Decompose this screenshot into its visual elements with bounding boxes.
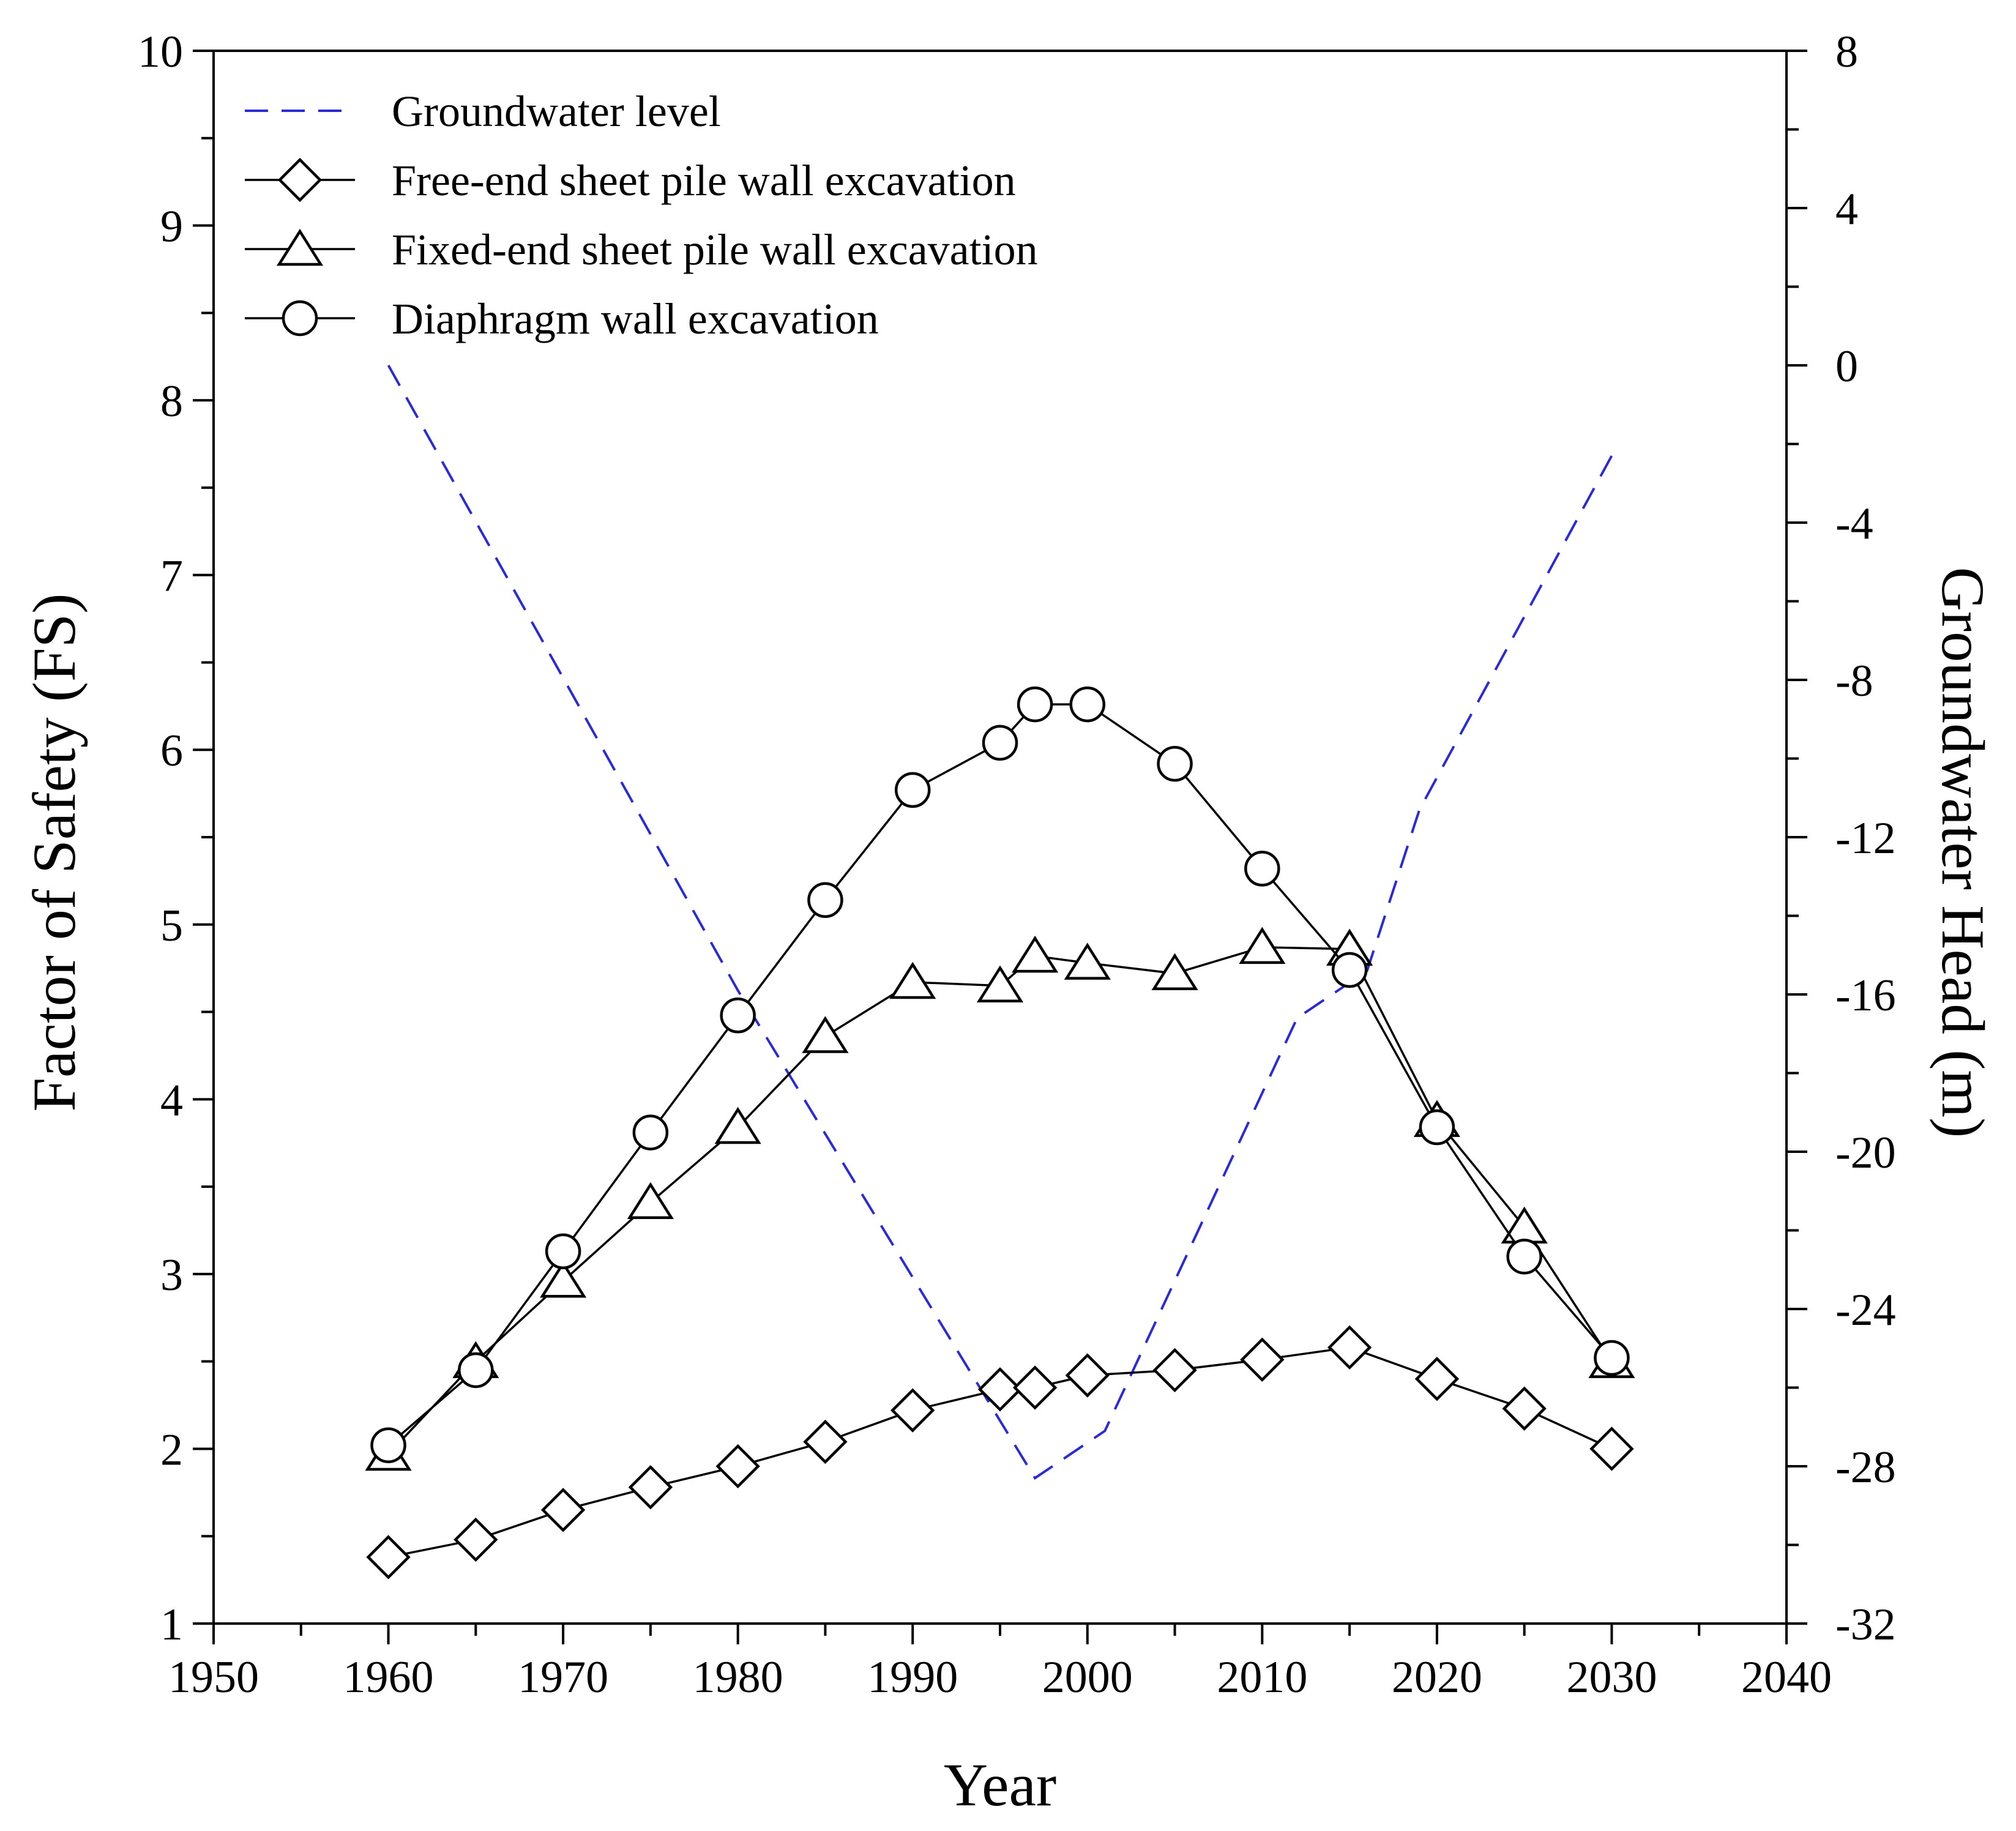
data-point-diamond — [628, 1465, 673, 1510]
data-point-triangle — [1151, 953, 1198, 990]
data-point-triangle — [1501, 1206, 1548, 1244]
x-tick-label: 2020 — [1392, 1652, 1482, 1702]
data-point-diamond — [1589, 1426, 1634, 1471]
data-point-triangle — [627, 1182, 674, 1220]
x-tick-label: 2000 — [1042, 1652, 1133, 1702]
x-tick-label: 2010 — [1217, 1652, 1307, 1702]
x-tick-label: 2030 — [1566, 1652, 1657, 1702]
series-line — [387, 703, 1613, 1447]
series-line — [387, 365, 1613, 1480]
legend-marker-triangle — [276, 228, 324, 266]
data-point-triangle — [1064, 942, 1111, 980]
data-point-circle — [894, 772, 931, 808]
data-point-triangle — [802, 1016, 849, 1053]
y-right-tick-label: -28 — [1835, 1442, 1896, 1493]
data-point-diamond — [1065, 1353, 1110, 1398]
y-right-tick-label: -12 — [1835, 813, 1896, 863]
y-right-tick-label: -32 — [1835, 1600, 1896, 1650]
y-left-tick-label: 3 — [160, 1250, 183, 1300]
y-left-tick-label: 9 — [160, 202, 183, 252]
y-right-tick-label: 4 — [1835, 184, 1858, 234]
series-diaphragm-wall-excavation — [370, 686, 1630, 1463]
data-point-diamond — [1240, 1337, 1285, 1382]
y-left-tick-label: 2 — [160, 1425, 183, 1475]
x-tick-label: 1950 — [168, 1652, 259, 1702]
series-layer — [365, 365, 1635, 1579]
legend-marker-diamond — [277, 157, 323, 203]
y-left-tick-label: 10 — [138, 27, 183, 77]
data-point-triangle — [1239, 927, 1286, 964]
legend-marker-circle — [282, 300, 318, 337]
y-right-tick-label: -8 — [1835, 656, 1873, 706]
data-point-diamond — [1327, 1325, 1372, 1370]
data-point-diamond — [803, 1419, 848, 1464]
data-point-diamond — [454, 1517, 498, 1562]
x-tick-label: 1990 — [867, 1652, 958, 1702]
x-tick-label: 1970 — [518, 1652, 608, 1702]
y-left-tick-label: 8 — [160, 376, 183, 427]
y-right-tick-label: 0 — [1835, 341, 1858, 392]
legend: Groundwater level Free-end sheet pile wal… — [245, 87, 1038, 343]
data-point-circle — [807, 882, 843, 919]
data-point-circle — [1244, 851, 1280, 887]
data-point-circle — [632, 1114, 669, 1150]
data-point-circle — [982, 725, 1018, 761]
data-point-diamond — [1502, 1386, 1547, 1431]
data-point-diamond — [890, 1388, 935, 1433]
y-left-tick-label: 5 — [160, 901, 183, 951]
data-point-circle — [1157, 745, 1193, 782]
data-point-diamond — [715, 1444, 760, 1489]
legend-item-groundwater-level: Groundwater level — [245, 87, 721, 136]
data-point-diamond — [366, 1535, 411, 1579]
legend-item-diaphragm-wall-excavation: Diaphragm wall excavation — [245, 294, 879, 343]
y-axis-right-title: Groundwater Head (m) — [1929, 567, 1997, 1138]
legend-label: Groundwater level — [392, 87, 721, 136]
data-point-circle — [1419, 1109, 1455, 1146]
x-tick-label: 2040 — [1741, 1652, 1832, 1702]
series-free-end-sheet-pile-wall-excavation — [366, 1325, 1634, 1579]
y-left-tick-label: 7 — [160, 551, 183, 602]
y-left-tick-label: 4 — [160, 1075, 183, 1125]
data-point-diamond — [540, 1488, 586, 1532]
y-left-tick-label: 1 — [160, 1600, 183, 1650]
y-axis-left-title: Factor of Safety (FS) — [20, 593, 88, 1111]
data-point-triangle — [889, 961, 936, 999]
y-right-tick-label: -16 — [1835, 971, 1896, 1021]
data-point-diamond — [1012, 1365, 1058, 1410]
y-right-tick-label: -20 — [1835, 1128, 1896, 1178]
data-point-triangle — [540, 1261, 587, 1298]
series-groundwater-level — [387, 365, 1613, 1480]
legend-item-fixed-end-sheet-pile-wall-excavation: Fixed-end sheet pile wall excavation — [245, 225, 1038, 274]
data-point-circle — [1331, 952, 1368, 988]
legend-label: Diaphragm wall excavation — [392, 294, 879, 343]
legend-label: Fixed-end sheet pile wall excavation — [392, 225, 1038, 274]
data-point-triangle — [976, 965, 1024, 1002]
y-right-tick-label: 8 — [1835, 27, 1858, 77]
data-point-circle — [1069, 686, 1106, 723]
data-point-triangle — [1012, 935, 1059, 973]
data-point-circle — [370, 1427, 406, 1463]
data-point-circle — [1017, 686, 1053, 723]
axes-layer: 1950 1960 1970 1980 1990 2000 2010 2020 2030 2040… — [138, 27, 1896, 1702]
data-point-circle — [1506, 1239, 1542, 1275]
data-point-circle — [1594, 1340, 1630, 1376]
legend-label: Free-end sheet pile wall excavation — [392, 156, 1016, 205]
data-point-circle — [720, 998, 756, 1034]
y-right-tick-label: -24 — [1835, 1285, 1896, 1335]
data-point-diamond — [977, 1367, 1023, 1412]
legend-item-free-end-sheet-pile-wall-excavation: Free-end sheet pile wall excavation — [245, 156, 1016, 205]
x-tick-label: 1980 — [693, 1652, 783, 1702]
data-point-circle — [458, 1352, 494, 1389]
data-point-diamond — [1414, 1357, 1460, 1401]
x-tick-label: 1960 — [343, 1652, 434, 1702]
y-left-tick-label: 6 — [160, 726, 183, 776]
x-axis-title: Year — [944, 1751, 1056, 1819]
data-point-diamond — [1152, 1348, 1197, 1393]
y-right-tick-label: -4 — [1835, 499, 1873, 549]
data-point-circle — [545, 1233, 581, 1270]
data-point-triangle — [714, 1106, 761, 1144]
